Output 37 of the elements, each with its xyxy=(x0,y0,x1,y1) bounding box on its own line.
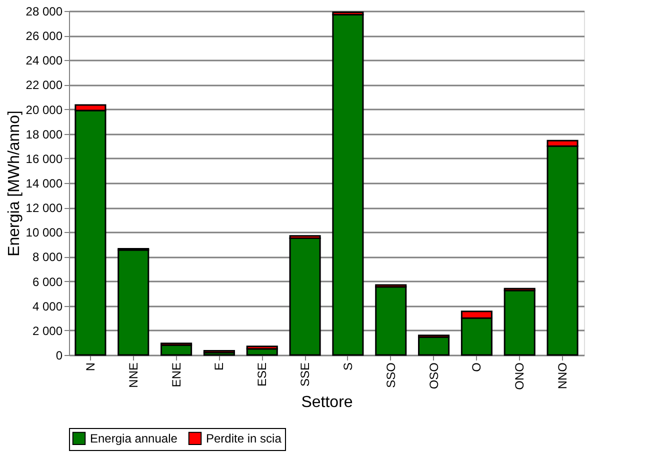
x-tick-label: NNO xyxy=(556,362,570,390)
y-tick-label: 2 000 xyxy=(32,324,63,338)
y-tick-label: 14 000 xyxy=(26,176,63,190)
y-tick-label: 24 000 xyxy=(26,54,63,68)
y-tick-label: 26 000 xyxy=(26,29,63,44)
x-tick-label: SSO xyxy=(384,362,398,388)
bar xyxy=(332,14,364,356)
x-tick-label: E xyxy=(212,362,226,371)
y-tick-label: 28 000 xyxy=(26,4,63,18)
x-tick-label: ESE xyxy=(255,362,270,387)
legend-label: Energia annuale xyxy=(90,431,178,446)
x-tick-label: SSE xyxy=(298,362,312,387)
x-tick-label: NNE xyxy=(126,362,140,388)
y-tick-label: 10 000 xyxy=(26,226,63,240)
y-tick-label: 16 000 xyxy=(26,152,63,166)
y-tick-label: 18 000 xyxy=(26,127,63,142)
x-tick-label: S xyxy=(340,362,355,371)
y-tick-label: 4 000 xyxy=(32,299,63,314)
x-tick-label: O xyxy=(470,362,484,372)
bar xyxy=(418,336,450,356)
y-tick-label: 20 000 xyxy=(26,102,63,117)
y-tick-label: 22 000 xyxy=(26,78,63,92)
legend-label: Perdite in scia xyxy=(206,431,282,446)
bar xyxy=(118,249,150,356)
x-tick-label: OSO xyxy=(426,362,441,390)
x-tick-label: ENE xyxy=(169,362,184,388)
bar xyxy=(504,290,536,356)
x-tick-label: N xyxy=(83,362,98,372)
bar xyxy=(289,238,321,356)
bar xyxy=(375,286,407,356)
x-axis-title: Settore xyxy=(301,394,353,411)
y-tick-label: 6 000 xyxy=(32,274,63,289)
y-tick-label: 0 xyxy=(56,348,63,362)
x-tick-label: ONO xyxy=(512,362,527,390)
y-tick-label: 8 000 xyxy=(32,250,63,264)
y-tick-label: 12 000 xyxy=(26,201,63,216)
y-axis-title: Energia [MWh/anno] xyxy=(6,110,23,256)
